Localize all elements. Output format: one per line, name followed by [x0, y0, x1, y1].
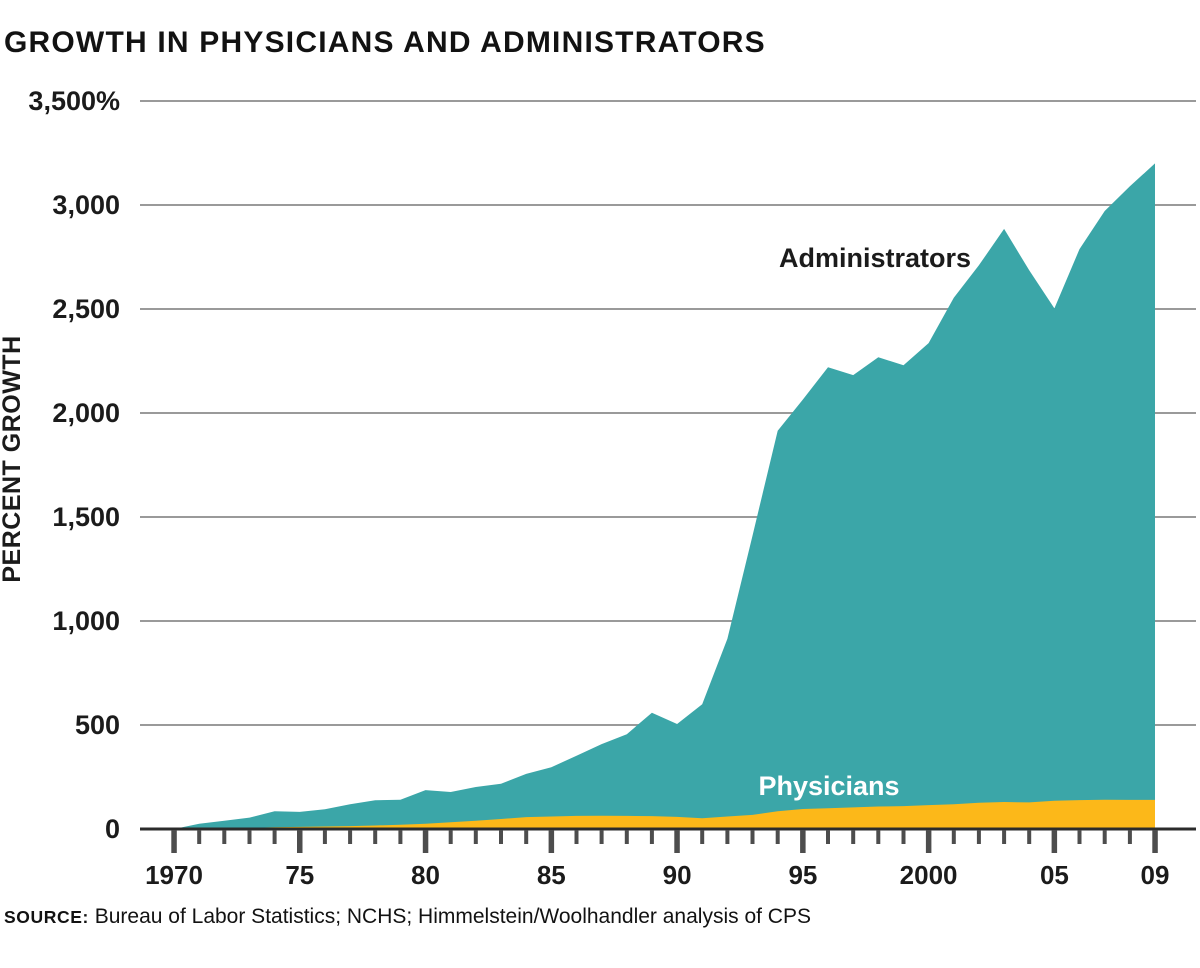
- chart-title: GROWTH IN PHYSICIANS AND ADMINISTRATORS: [4, 26, 766, 59]
- growth-area-chart: 1970 75 80 85 90 95 2000 05 09 0 500 1,000 1,500 2,00…: [0, 86, 1196, 890]
- minor-tick-1973: [247, 830, 252, 844]
- minor-tick-1979: [398, 830, 403, 844]
- minor-tick-1978: [373, 830, 378, 844]
- minor-tick-1988: [624, 830, 629, 844]
- minor-tick-1993: [750, 830, 755, 844]
- x-tick-label-1975: 75: [285, 860, 314, 890]
- minor-tick-2008: [1127, 830, 1132, 844]
- x-axis-ticks: [171, 830, 1158, 853]
- minor-tick-1998: [876, 830, 881, 844]
- administrators-series-label: Administrators: [779, 243, 971, 273]
- y-tick-label-2500: 2,500: [52, 294, 120, 324]
- minor-tick-2001: [951, 830, 956, 844]
- y-tick-label-3500: 3,500%: [28, 86, 120, 116]
- x-axis-labels: 1970 75 80 85 90 95 2000 05 09: [145, 860, 1169, 890]
- minor-tick-2007: [1102, 830, 1107, 844]
- minor-tick-2003: [1002, 830, 1007, 844]
- minor-tick-1992: [725, 830, 730, 844]
- minor-tick-1997: [851, 830, 856, 844]
- y-tick-label-500: 500: [75, 710, 120, 740]
- major-tick-1980: [422, 830, 429, 853]
- minor-tick-1977: [348, 830, 353, 844]
- major-tick-1970: [171, 830, 177, 853]
- y-tick-label-1000: 1,000: [52, 606, 120, 636]
- minor-tick-1989: [649, 830, 654, 844]
- minor-tick-1994: [775, 830, 780, 844]
- minor-tick-1981: [448, 830, 453, 844]
- minor-tick-1982: [473, 830, 478, 844]
- minor-tick-1976: [322, 830, 327, 844]
- major-tick-2000: [925, 830, 932, 853]
- minor-tick-1996: [826, 830, 830, 844]
- y-tick-label-3000: 3,000: [52, 190, 120, 220]
- major-tick-1995: [800, 830, 806, 853]
- major-tick-1985: [548, 830, 555, 853]
- major-tick-2005: [1051, 830, 1058, 853]
- minor-tick-1971: [197, 830, 202, 844]
- minor-tick-1991: [700, 830, 705, 844]
- y-tick-label-0: 0: [105, 814, 120, 844]
- physicians-area: [174, 799, 1155, 829]
- x-tick-label-2000: 2000: [900, 860, 958, 890]
- y-axis-title: PERCENT GROWTH: [0, 335, 26, 582]
- y-tick-label-1500: 1,500: [52, 502, 120, 532]
- major-tick-2009: [1152, 830, 1158, 853]
- y-tick-label-2000: 2,000: [52, 398, 120, 428]
- source-label: SOURCE:: [4, 907, 89, 927]
- minor-tick-2004: [1027, 830, 1032, 844]
- minor-tick-1984: [524, 830, 529, 844]
- x-tick-label-2009: 09: [1141, 860, 1170, 890]
- x-tick-label-1980: 80: [411, 860, 440, 890]
- minor-tick-1987: [599, 830, 604, 844]
- x-tick-label-1995: 95: [788, 860, 817, 890]
- administrators-area: [174, 163, 1155, 829]
- minor-tick-1974: [272, 830, 277, 844]
- source-text: Bureau of Labor Statistics; NCHS; Himmel…: [88, 905, 811, 928]
- minor-tick-2006: [1077, 830, 1082, 844]
- major-tick-1990: [674, 830, 680, 853]
- x-tick-label-1970: 1970: [145, 860, 203, 890]
- minor-tick-1999: [901, 830, 906, 844]
- major-tick-1975: [297, 830, 303, 853]
- x-tick-label-1985: 85: [537, 860, 566, 890]
- x-tick-label-2005: 05: [1040, 860, 1069, 890]
- y-axis-labels: 0 500 1,000 1,500 2,000 2,500 3,000 3,500%: [28, 86, 120, 844]
- minor-tick-1983: [499, 830, 503, 844]
- minor-tick-1972: [222, 830, 227, 844]
- minor-tick-1986: [574, 830, 579, 844]
- gridlines: [140, 100, 1196, 726]
- x-tick-label-1990: 90: [663, 860, 692, 890]
- source-line: SOURCE: Bureau of Labor Statistics; NCHS…: [4, 905, 811, 929]
- physicians-series-label: Physicians: [758, 771, 899, 801]
- minor-tick-2002: [976, 830, 981, 844]
